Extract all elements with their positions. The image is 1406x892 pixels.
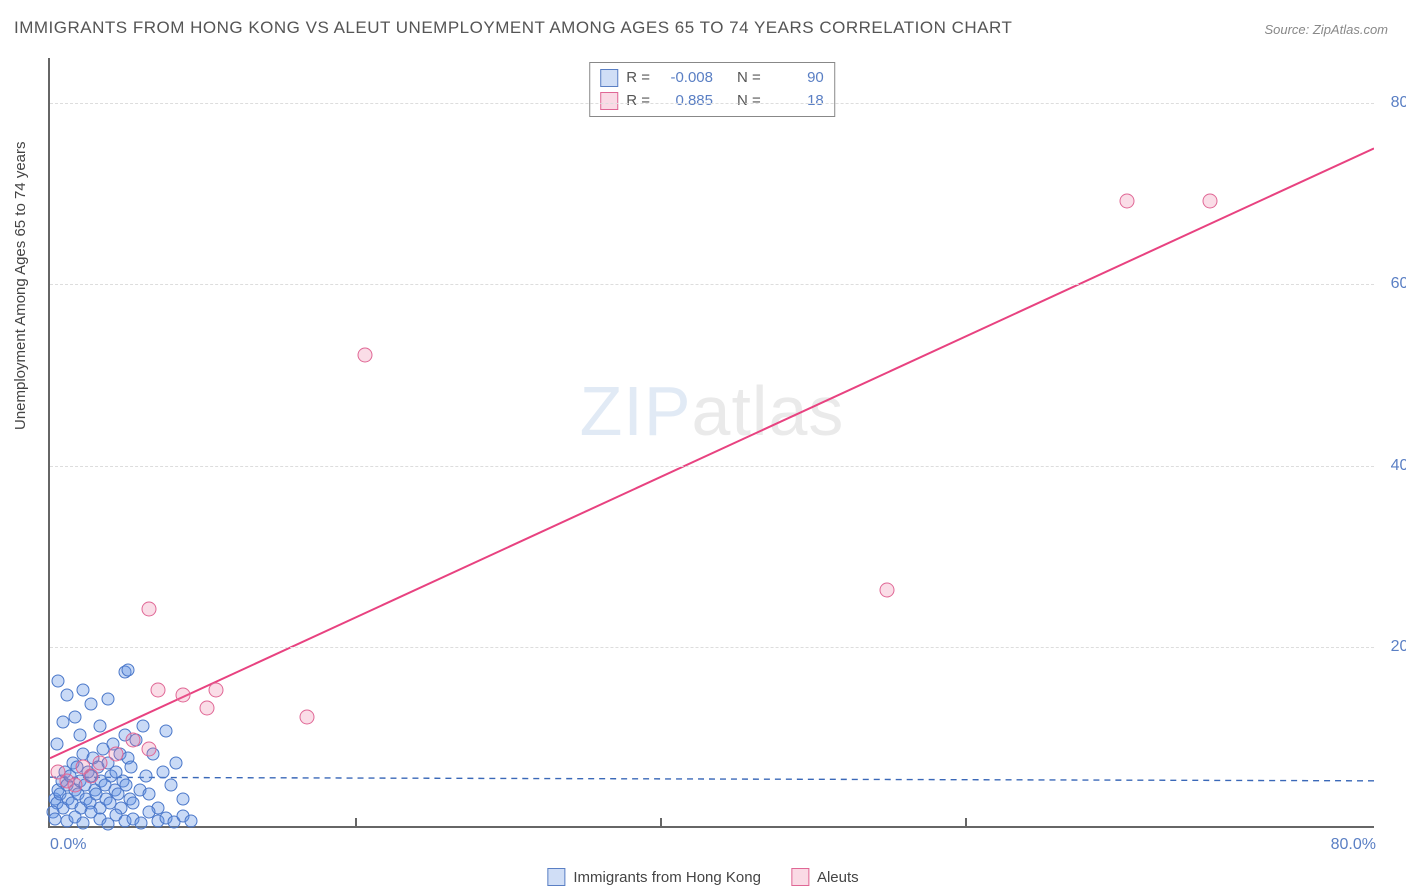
scatter-point [120,779,133,792]
gridline-h [50,466,1374,467]
scatter-point [136,720,149,733]
scatter-point [156,765,169,778]
swatch-icon [600,69,618,87]
scatter-point [50,738,63,751]
y-tick-label: 20.0% [1381,638,1406,656]
legend-item: Aleuts [791,868,859,886]
swatch-icon [791,868,809,886]
chart-title: IMMIGRANTS FROM HONG KONG VS ALEUT UNEMP… [14,18,1012,38]
scatter-point [176,792,189,805]
r-label: R = [626,67,650,90]
scatter-point [175,687,190,702]
y-tick-label: 60.0% [1381,275,1406,293]
scatter-point [77,817,90,830]
scatter-point [52,675,65,688]
gridline-v [355,818,357,828]
gridline-v [965,818,967,828]
stat-row-series-1: R = -0.008 N = 90 [600,67,824,90]
scatter-point [880,583,895,598]
scatter-point [102,693,115,706]
scatter-point [77,684,90,697]
r-value: -0.008 [658,67,713,90]
scatter-point [140,770,153,783]
watermark: ZIPatlas [580,371,845,451]
x-tick-label: 0.0% [50,836,86,854]
legend-label: Immigrants from Hong Kong [573,869,761,886]
n-label: N = [737,67,761,90]
scatter-point [184,815,197,828]
x-tick-label: 80.0% [1331,836,1376,854]
source-attribution: Source: ZipAtlas.com [1264,22,1388,37]
scatter-point [93,720,106,733]
scatter-point [85,697,98,710]
scatter-point [135,817,148,830]
gridline-h [50,647,1374,648]
trend-line [50,777,1374,781]
stat-row-series-2: R = 0.885 N = 18 [600,90,824,113]
scatter-point [109,746,124,761]
n-value: 18 [769,90,824,113]
trend-lines [50,58,1374,826]
scatter-point [84,769,99,784]
swatch-icon [547,868,565,886]
gridline-h [50,103,1374,104]
plot-area: ZIPatlas R = -0.008 N = 90 R = 0.885 N =… [48,58,1374,828]
bottom-legend: Immigrants from Hong Kong Aleuts [547,868,858,886]
y-axis-label: Unemployment Among Ages 65 to 74 years [12,141,29,430]
y-tick-label: 40.0% [1381,457,1406,475]
scatter-point [125,732,140,747]
r-value: 0.885 [658,90,713,113]
scatter-point [60,688,73,701]
n-value: 90 [769,67,824,90]
y-tick-label: 80.0% [1381,94,1406,112]
scatter-point [1203,193,1218,208]
scatter-point [92,755,107,770]
scatter-point [357,347,372,362]
scatter-point [73,729,86,742]
scatter-point [150,683,165,698]
scatter-point [1120,193,1135,208]
correlation-stats-box: R = -0.008 N = 90 R = 0.885 N = 18 [589,62,835,117]
gridline-v [660,818,662,828]
scatter-point [126,797,139,810]
legend-item: Immigrants from Hong Kong [547,868,761,886]
scatter-point [121,664,134,677]
gridline-h [50,284,1374,285]
trend-line [50,148,1374,758]
swatch-icon [600,92,618,110]
scatter-point [125,761,138,774]
scatter-point [169,756,182,769]
n-label: N = [737,90,761,113]
scatter-point [143,788,156,801]
scatter-point [200,701,215,716]
legend-label: Aleuts [817,869,859,886]
scatter-point [164,779,177,792]
scatter-point [67,778,82,793]
scatter-point [68,711,81,724]
scatter-point [142,742,157,757]
scatter-point [142,601,157,616]
r-label: R = [626,90,650,113]
scatter-point [299,710,314,725]
scatter-point [160,724,173,737]
scatter-point [208,683,223,698]
